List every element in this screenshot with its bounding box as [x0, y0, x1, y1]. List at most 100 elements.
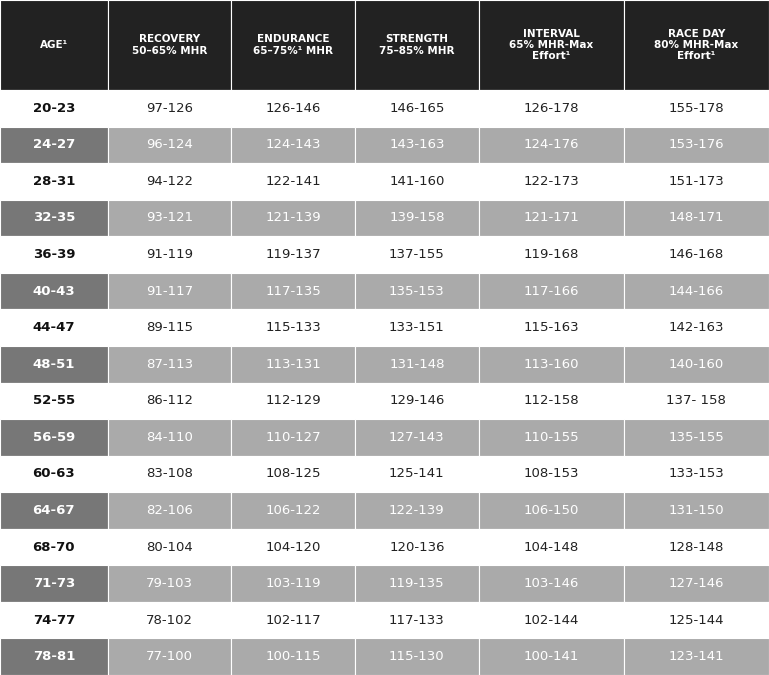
- Text: 112-158: 112-158: [524, 394, 579, 407]
- Bar: [231, 90, 355, 127]
- Bar: [624, 273, 769, 309]
- Text: 79-103: 79-103: [146, 577, 193, 590]
- Text: 142-163: 142-163: [669, 321, 724, 334]
- Text: 32-35: 32-35: [32, 211, 75, 225]
- Text: 139-158: 139-158: [389, 211, 444, 225]
- Text: 119-137: 119-137: [265, 248, 321, 261]
- Bar: [624, 90, 769, 127]
- Text: 146-168: 146-168: [669, 248, 724, 261]
- Bar: [0, 346, 108, 383]
- Text: 135-153: 135-153: [389, 285, 444, 298]
- Bar: [108, 383, 231, 419]
- Bar: [108, 346, 231, 383]
- Bar: [478, 602, 624, 639]
- Bar: [478, 456, 624, 492]
- Text: INTERVAL
65% MHR-Max
Effort¹: INTERVAL 65% MHR-Max Effort¹: [509, 29, 594, 61]
- Bar: [624, 639, 769, 675]
- Text: 115-130: 115-130: [389, 650, 444, 664]
- Bar: [108, 273, 231, 309]
- Text: RACE DAY
80% MHR-Max
Effort¹: RACE DAY 80% MHR-Max Effort¹: [654, 29, 738, 61]
- Text: 48-51: 48-51: [32, 358, 75, 371]
- Text: 80-104: 80-104: [146, 541, 193, 554]
- Bar: [355, 273, 478, 309]
- Text: ENDURANCE
65–75%¹ MHR: ENDURANCE 65–75%¹ MHR: [253, 34, 333, 55]
- Text: 100-141: 100-141: [524, 650, 579, 664]
- Bar: [478, 639, 624, 675]
- Text: 113-160: 113-160: [524, 358, 579, 371]
- Text: 44-47: 44-47: [32, 321, 75, 334]
- Text: 155-178: 155-178: [668, 102, 724, 115]
- Bar: [231, 0, 355, 90]
- Text: 122-173: 122-173: [524, 175, 579, 188]
- Bar: [478, 309, 624, 346]
- Bar: [0, 456, 108, 492]
- Text: 71-73: 71-73: [33, 577, 75, 590]
- Bar: [355, 309, 478, 346]
- Bar: [108, 236, 231, 273]
- Bar: [624, 163, 769, 200]
- Bar: [355, 639, 478, 675]
- Bar: [355, 566, 478, 602]
- Bar: [108, 639, 231, 675]
- Bar: [624, 456, 769, 492]
- Bar: [0, 566, 108, 602]
- Bar: [108, 456, 231, 492]
- Text: 122-141: 122-141: [265, 175, 321, 188]
- Bar: [624, 566, 769, 602]
- Bar: [478, 492, 624, 529]
- Text: 129-146: 129-146: [389, 394, 444, 407]
- Text: 100-115: 100-115: [265, 650, 321, 664]
- Text: 135-155: 135-155: [668, 431, 724, 444]
- Text: 74-77: 74-77: [33, 614, 75, 626]
- Bar: [231, 602, 355, 639]
- Bar: [355, 383, 478, 419]
- Bar: [355, 236, 478, 273]
- Bar: [108, 127, 231, 163]
- Bar: [624, 127, 769, 163]
- Text: 104-148: 104-148: [524, 541, 579, 554]
- Bar: [355, 90, 478, 127]
- Bar: [231, 127, 355, 163]
- Bar: [108, 200, 231, 236]
- Text: 40-43: 40-43: [32, 285, 75, 298]
- Text: 133-153: 133-153: [668, 467, 724, 481]
- Text: 93-121: 93-121: [146, 211, 193, 225]
- Bar: [231, 419, 355, 456]
- Text: 83-108: 83-108: [146, 467, 193, 481]
- Bar: [355, 602, 478, 639]
- Text: 94-122: 94-122: [146, 175, 193, 188]
- Text: 91-117: 91-117: [146, 285, 193, 298]
- Bar: [478, 90, 624, 127]
- Bar: [231, 529, 355, 566]
- Text: 115-133: 115-133: [265, 321, 321, 334]
- Text: 131-150: 131-150: [668, 504, 724, 517]
- Bar: [231, 346, 355, 383]
- Text: 110-155: 110-155: [524, 431, 579, 444]
- Text: 144-166: 144-166: [669, 285, 724, 298]
- Text: 20-23: 20-23: [32, 102, 75, 115]
- Text: 77-100: 77-100: [146, 650, 193, 664]
- Text: AGE¹: AGE¹: [40, 40, 68, 50]
- Text: 112-129: 112-129: [265, 394, 321, 407]
- Bar: [0, 273, 108, 309]
- Text: 126-146: 126-146: [265, 102, 321, 115]
- Text: 117-133: 117-133: [389, 614, 444, 626]
- Bar: [478, 273, 624, 309]
- Bar: [355, 456, 478, 492]
- Text: 117-135: 117-135: [265, 285, 321, 298]
- Text: 119-135: 119-135: [389, 577, 444, 590]
- Bar: [108, 492, 231, 529]
- Bar: [0, 492, 108, 529]
- Bar: [478, 236, 624, 273]
- Bar: [624, 529, 769, 566]
- Bar: [478, 529, 624, 566]
- Text: 128-148: 128-148: [669, 541, 724, 554]
- Text: 115-163: 115-163: [524, 321, 579, 334]
- Text: 87-113: 87-113: [146, 358, 193, 371]
- Text: 127-146: 127-146: [669, 577, 724, 590]
- Bar: [478, 127, 624, 163]
- Bar: [0, 0, 108, 90]
- Bar: [478, 566, 624, 602]
- Bar: [108, 566, 231, 602]
- Bar: [478, 383, 624, 419]
